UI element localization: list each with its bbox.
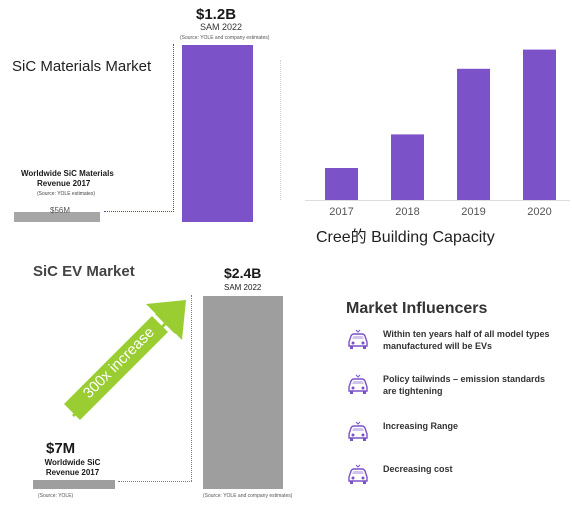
capacity-tick-label: 2017 — [329, 206, 353, 218]
materials-big-source: (Source: YOLE and company estimates) — [180, 35, 270, 41]
capacity-chart: 2017 2018 2019 2020 — [305, 49, 570, 218]
car-icon — [348, 329, 368, 349]
influencer-line: Increasing Range — [383, 421, 459, 431]
capacity-tick-label: 2018 — [395, 206, 419, 218]
increase-arrow-head — [146, 300, 186, 340]
capacity-bar-2019 — [457, 68, 490, 200]
increase-arrow-text: 300x increase — [80, 324, 158, 402]
materials-connector-vertical — [173, 44, 174, 212]
materials-bar-2022 — [182, 45, 253, 222]
influencer-text: Policy tailwinds – emission standards are… — [383, 373, 545, 397]
ev-connector-vertical — [191, 295, 192, 481]
influencer-text: Decreasing cost — [383, 463, 453, 475]
materials-small-label-line2: Revenue 2017 — [37, 179, 91, 188]
increase-arrow: 300x increase — [64, 300, 186, 420]
ev-bar-2022 — [203, 296, 283, 489]
car-icon — [348, 374, 368, 394]
ev-bar-2017 — [33, 480, 115, 489]
materials-big-value: $1.2B — [196, 6, 237, 23]
car-icon — [348, 421, 368, 441]
influencer-text: Within ten years half of all model types… — [383, 328, 549, 352]
ev-small-label-line1: Worldwide SiC — [44, 458, 101, 467]
ev-small-label-line2: Revenue 2017 — [45, 468, 100, 477]
ev-market-title: SiC EV Market — [33, 263, 135, 280]
materials-big-sub: SAM 2022 — [200, 22, 243, 32]
capacity-tick-label: 2019 — [461, 206, 485, 218]
ev-big-sub: SAM 2022 — [224, 283, 262, 292]
influencer-line: Within ten years half of all model types — [383, 329, 550, 339]
ev-connector-horizontal — [118, 481, 192, 482]
car-icon — [348, 464, 368, 484]
influencer-line: Policy tailwinds – emission standards — [383, 374, 546, 384]
ev-big-source: (Source: YOLE and company estimates) — [203, 493, 293, 499]
capacity-chart-title: Cree的 Building Capacity — [316, 229, 495, 246]
ev-small-value: $7M — [46, 440, 76, 457]
materials-connector-horizontal — [104, 211, 174, 212]
capacity-tick-label: 2020 — [527, 206, 551, 218]
influencer-text: Increasing Range — [383, 420, 458, 432]
materials-market-title: SiC Materials Market — [12, 58, 152, 75]
influencer-line: are tightening — [383, 386, 443, 396]
ev-big-value: $2.4B — [224, 265, 262, 281]
influencers-title: Market Influencers — [346, 300, 488, 317]
capacity-bar-2017 — [325, 168, 358, 200]
increase-arrow-body — [64, 316, 168, 420]
materials-small-value: $56M — [50, 206, 71, 215]
materials-small-label: Worldwide SiC Materials Revenue 2017 — [21, 169, 114, 189]
ev-small-source: (Source: YOLE) — [38, 493, 74, 499]
capacity-bar-2018 — [391, 134, 424, 200]
materials-small-source: (Source: YOLE estimates) — [37, 191, 95, 197]
ev-small-label: Worldwide SiC Revenue 2017 — [40, 458, 105, 478]
materials-small-label-line1: Worldwide SiC Materials — [21, 169, 114, 178]
influencer-line: Decreasing cost — [383, 464, 453, 474]
panel-divider — [280, 60, 281, 200]
materials-bar-2017 — [14, 212, 100, 222]
influencer-line: manufactured will be EVs — [383, 341, 493, 351]
capacity-bar-2020 — [523, 49, 556, 200]
